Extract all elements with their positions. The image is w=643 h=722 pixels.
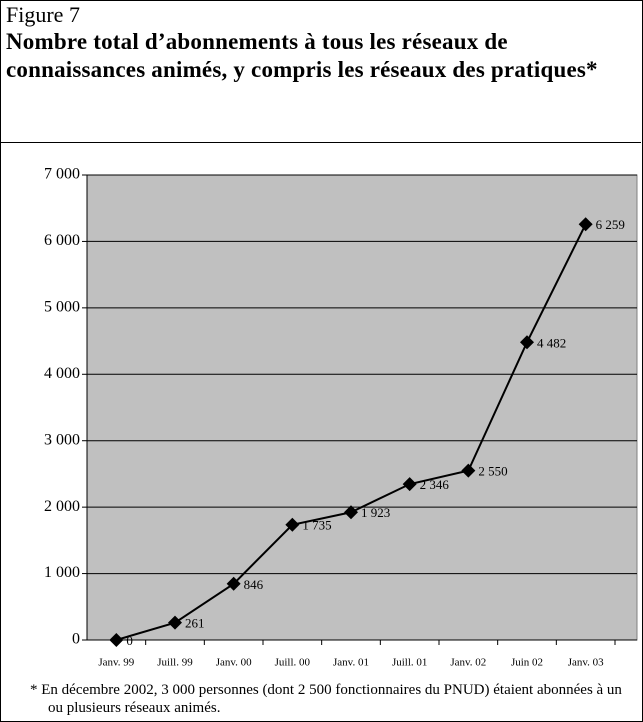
plot-area xyxy=(86,174,638,641)
marker xyxy=(578,217,593,232)
x-tick-label: Juill. 01 xyxy=(392,657,427,669)
x-tick-label: Janv. 03 xyxy=(568,657,604,669)
marker xyxy=(109,633,124,647)
y-tick-label: 6 000 xyxy=(44,232,80,249)
x-tick-label: Juill. 99 xyxy=(157,657,193,669)
marker xyxy=(226,576,241,591)
footnote: * En décembre 2002, 3 000 personnes (don… xyxy=(30,682,622,716)
y-tick-label: 4 000 xyxy=(44,365,80,382)
x-tick-label: Janv. 00 xyxy=(216,657,252,669)
data-label: 2 346 xyxy=(420,477,450,492)
x-tick-label: Janv. 99 xyxy=(98,657,134,669)
y-tick-label: 0 xyxy=(72,631,80,648)
data-label: 846 xyxy=(244,577,264,592)
y-tick-label: 3 000 xyxy=(44,431,80,448)
marker xyxy=(461,463,476,478)
data-label: 1 735 xyxy=(302,518,331,533)
marker xyxy=(168,615,182,630)
data-label: 6 259 xyxy=(596,217,625,232)
data-label: 2 550 xyxy=(478,464,507,479)
data-label: 1 923 xyxy=(361,505,390,520)
x-tick-label: Juin 02 xyxy=(511,657,543,669)
chart: 0 1 000 2 000 3 000 4 000 5 000 6 000 7 000 Janv… xyxy=(44,166,638,669)
y-tick-label: 5 000 xyxy=(44,299,80,316)
x-tick-label: Juill. 00 xyxy=(275,657,311,669)
data-label: 0 xyxy=(126,633,133,648)
x-tick-label: Janv. 02 xyxy=(450,657,486,669)
y-tick-label: 2 000 xyxy=(44,498,80,515)
data-label: 4 482 xyxy=(537,335,566,350)
figure-label: Figure 7 xyxy=(6,2,80,27)
header: Figure 7 Nombre total d’abonnements à to… xyxy=(6,2,631,84)
marker xyxy=(520,335,534,350)
y-tick-label: 7 000 xyxy=(44,166,80,183)
separator xyxy=(0,142,641,143)
chart-title: Nombre total d’abonnements à tous les ré… xyxy=(6,29,598,82)
y-tick-label: 1 000 xyxy=(44,564,80,581)
data-label: 261 xyxy=(185,616,205,631)
marker xyxy=(285,517,300,532)
x-tick-label: Janv. 01 xyxy=(333,657,369,669)
marker xyxy=(402,477,417,492)
marker xyxy=(344,505,358,520)
